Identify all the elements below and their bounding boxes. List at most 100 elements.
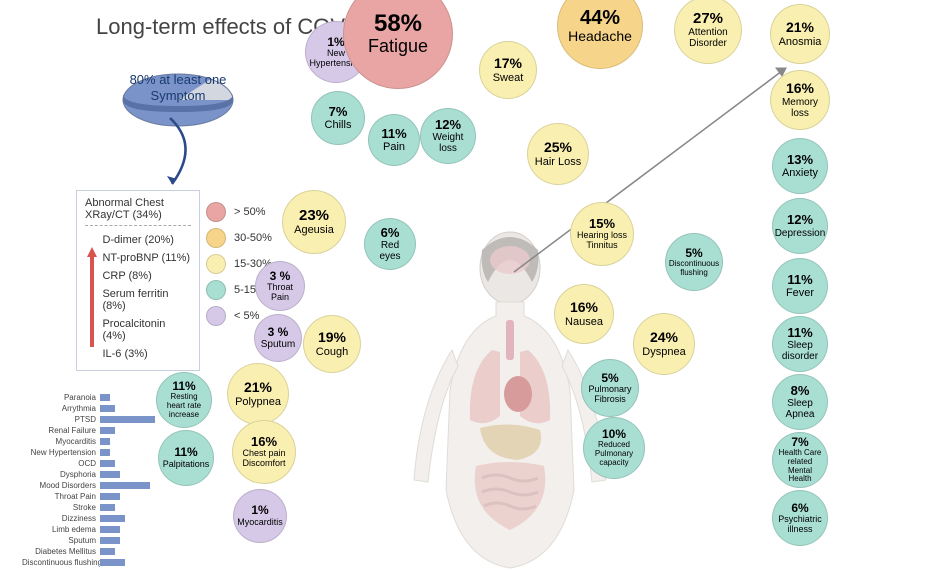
bubble-pct: 16%: [251, 435, 277, 449]
bubble-pct: 6%: [381, 226, 400, 240]
bar-label: Discontinuous flushing: [22, 558, 100, 567]
bar-fill: [100, 482, 150, 489]
legend-label: 30-50%: [234, 232, 272, 244]
symptom-bubble: 21%Polypnea: [227, 363, 289, 425]
biomarker-item: D-dimer (20%): [102, 232, 191, 248]
bar-row: Throat Pain: [22, 491, 155, 501]
bubble-label: Chest pain Discomfort: [233, 449, 295, 469]
bubble-pct: 5%: [601, 372, 618, 385]
bar-row: Dizziness: [22, 513, 155, 523]
bar-label: Myocarditis: [22, 437, 100, 446]
bubble-label: Dyspnea: [638, 346, 689, 358]
bubble-label: Discontinuous flushing: [665, 260, 723, 278]
bar-row: Arrythmia: [22, 403, 155, 413]
bubble-label: Psychiatric illness: [773, 515, 827, 535]
bar-label: New Hypertension: [22, 448, 100, 457]
bubble-pct: 24%: [650, 330, 678, 345]
biomarker-item: Serum ferritin (8%): [102, 286, 191, 314]
bubble-label: Anxiety: [778, 167, 822, 179]
bubble-pct: 5%: [685, 247, 702, 260]
biomarker-list: D-dimer (20%) NT-proBNP (11%) CRP (8%) Seru…: [102, 230, 191, 364]
bar-label: Stroke: [22, 503, 100, 512]
bar-row: PTSD: [22, 414, 155, 424]
bubble-label: Resting heart rate increase: [157, 393, 211, 419]
symptom-bubble: 6%Red eyes: [364, 218, 416, 270]
symptom-bubble: 10%Reduced Pulmonary capacity: [583, 417, 645, 479]
bubble-label: Nausea: [561, 316, 607, 328]
bubble-label: Hearing loss Tinnitus: [571, 231, 633, 251]
symptom-bubble: 19%Cough: [303, 315, 361, 373]
bar-label: Paranoia: [22, 393, 100, 402]
bubble-label: Health Care related Mental Health: [773, 449, 827, 484]
bar-fill: [100, 394, 110, 401]
bar-row: Renal Failure: [22, 425, 155, 435]
bubble-label: Palpitations: [159, 460, 214, 470]
bubble-pct: 1%: [327, 36, 344, 49]
bubble-label: Sleep disorder: [773, 340, 827, 362]
legend-dot: [206, 202, 226, 222]
bubble-pct: 1%: [251, 504, 268, 517]
biomarker-item: NT-proBNP (11%): [102, 250, 191, 266]
bubble-pct: 17%: [494, 56, 522, 71]
bubble-label: Cough: [312, 346, 352, 358]
bar-label: Throat Pain: [22, 492, 100, 501]
symptom-bubble: 21%Anosmia: [770, 4, 830, 64]
bar-label: PTSD: [22, 415, 100, 424]
bar-fill: [100, 559, 125, 566]
symptom-bubble: 16%Chest pain Discomfort: [232, 420, 296, 484]
symptom-bubble: 16%Memory loss: [770, 70, 830, 130]
bubble-label: Red eyes: [365, 240, 415, 262]
bubble-pct: 6%: [791, 502, 808, 515]
bubble-pct: 11%: [174, 446, 197, 459]
bar-fill: [100, 504, 115, 511]
bubble-label: Sputum: [257, 339, 299, 350]
bar-fill: [100, 515, 125, 522]
symptom-bubble: 3 %Throat Pain: [255, 261, 305, 311]
symptom-bubble: 58%Fatigue: [343, 0, 453, 89]
bar-label: Diabetes Mellitus: [22, 547, 100, 556]
bubble-label: Sleep Apnea: [773, 398, 827, 420]
symptom-bubble: 24%Dyspnea: [633, 313, 695, 375]
bar-label: OCD: [22, 459, 100, 468]
legend-row: > 50%: [206, 202, 272, 222]
legend-dot: [206, 280, 226, 300]
bubble-label: Memory loss: [771, 97, 829, 119]
bubble-pct: 16%: [570, 300, 598, 315]
symptom-bubble: 23%Ageusia: [282, 190, 346, 254]
bubble-pct: 19%: [318, 330, 346, 345]
pie-label: 80% at least one Symptom: [118, 72, 238, 103]
bar-chart: Paranoia Arrythmia PTSDRenal Failure Myocar…: [22, 392, 155, 568]
symptom-bubble: 3 %Sputum: [254, 314, 302, 362]
symptom-bubble: 12%Depression: [772, 198, 828, 254]
bubble-label: Myocarditis: [233, 518, 287, 528]
legend-label: < 5%: [234, 310, 259, 322]
bubble-label: Pain: [379, 141, 409, 153]
bubble-label: Anosmia: [775, 36, 826, 48]
symptom-bubble: 11%Palpitations: [158, 430, 214, 486]
bubble-pct: 16%: [786, 81, 814, 96]
bubble-pct: 12%: [787, 213, 813, 227]
bubble-label: Reduced Pulmonary capacity: [584, 441, 644, 467]
legend: > 50%30-50%15-30%5-15%< 5%: [206, 196, 272, 332]
symptom-bubble: 8%Sleep Apnea: [772, 374, 828, 430]
bubble-label: Fever: [782, 287, 818, 299]
bar-label: Dysphoria: [22, 470, 100, 479]
bubble-label: Polypnea: [231, 396, 285, 408]
bar-label: Arrythmia: [22, 404, 100, 413]
bar-label: Limb edema: [22, 525, 100, 534]
bar-row: Stroke: [22, 502, 155, 512]
bar-fill: [100, 449, 110, 456]
bar-label: Mood Disorders: [22, 481, 100, 490]
bubble-label: Hair Loss: [531, 156, 585, 168]
bar-fill: [100, 471, 120, 478]
biomarker-item: CRP (8%): [102, 268, 191, 284]
bar-row: Paranoia: [22, 392, 155, 402]
symptom-bubble: 7%Health Care related Mental Health: [772, 432, 828, 488]
bubble-pct: 15%: [589, 217, 615, 231]
bubble-label: Pulmonary Fibrosis: [582, 385, 638, 405]
symptom-bubble: 25%Hair Loss: [527, 123, 589, 185]
symptom-bubble: 7%Chills: [311, 91, 365, 145]
symptom-bubble: 5%Discontinuous flushing: [665, 233, 723, 291]
bubble-pct: 7%: [329, 105, 348, 119]
bar-row: Dysphoria: [22, 469, 155, 479]
